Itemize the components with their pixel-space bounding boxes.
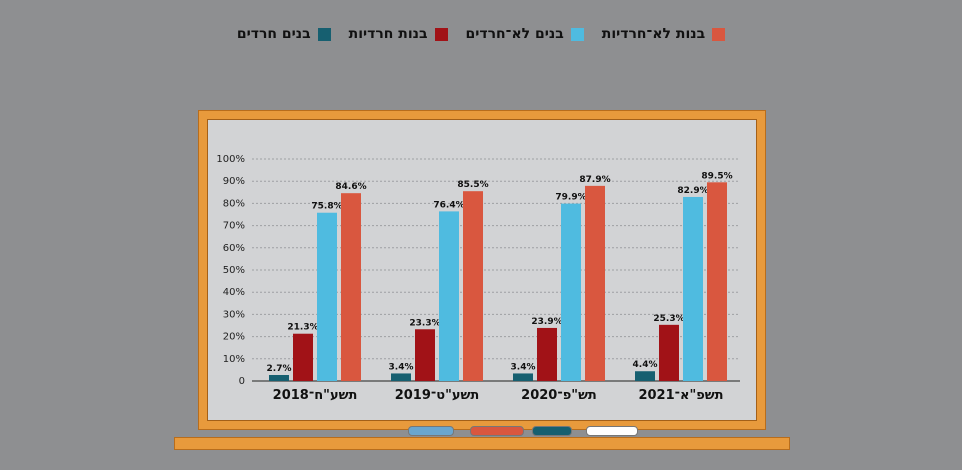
x-tick-label: תשע"ח־2018 bbox=[273, 388, 358, 403]
bar bbox=[391, 373, 411, 381]
data-label: 3.4% bbox=[511, 362, 536, 372]
legend-item-girls-haredi: בנות חרדיות bbox=[349, 26, 448, 42]
bar bbox=[463, 191, 483, 381]
y-tick-label: 40% bbox=[223, 287, 245, 298]
chalk-tray bbox=[174, 437, 790, 450]
bar bbox=[561, 203, 581, 381]
data-label: 21.3% bbox=[287, 323, 318, 333]
data-label: 23.3% bbox=[409, 318, 440, 328]
y-tick-label: 20% bbox=[223, 332, 245, 343]
data-label: 23.9% bbox=[531, 317, 562, 327]
bar bbox=[707, 182, 727, 381]
bar bbox=[659, 324, 679, 381]
marker-teal bbox=[532, 426, 572, 436]
legend-label: בנות לא־חרדיות bbox=[601, 26, 706, 42]
y-tick-label: 100% bbox=[216, 154, 245, 165]
bar bbox=[293, 333, 313, 381]
legend-swatch bbox=[570, 27, 584, 41]
bar bbox=[341, 193, 361, 381]
x-tick-label: תשפ"א־2021 bbox=[638, 388, 723, 403]
marker-blue bbox=[408, 426, 454, 436]
bar bbox=[537, 327, 557, 381]
bar bbox=[683, 196, 703, 381]
data-label: 76.4% bbox=[433, 200, 464, 210]
bar bbox=[415, 329, 435, 381]
data-label: 85.5% bbox=[457, 180, 488, 190]
marker-red bbox=[470, 426, 524, 436]
data-label: 2.7% bbox=[267, 364, 292, 374]
bar bbox=[513, 373, 533, 381]
data-label: 75.8% bbox=[311, 202, 342, 212]
y-tick-label: 30% bbox=[223, 309, 245, 320]
chart-legend: בנות לא־חרדיות בנים לא־חרדים בנות חרדיות… bbox=[0, 22, 962, 46]
bar bbox=[635, 371, 655, 381]
data-label: 84.6% bbox=[335, 182, 366, 192]
data-label: 25.3% bbox=[653, 314, 684, 324]
marker-white bbox=[586, 426, 638, 436]
bar bbox=[585, 185, 605, 381]
data-label: 3.4% bbox=[389, 362, 414, 372]
legend-item-boys-nonharedi: בנים לא־חרדים bbox=[466, 26, 584, 42]
bar bbox=[269, 375, 289, 381]
bar bbox=[317, 212, 337, 381]
data-label: 87.9% bbox=[579, 175, 610, 185]
legend-swatch bbox=[712, 27, 726, 41]
y-tick-label: 0 bbox=[239, 376, 245, 387]
legend-item-boys-haredi: בנים חרדים bbox=[237, 26, 331, 42]
x-tick-label: תשע"ט־2019 bbox=[395, 388, 480, 403]
data-label: 79.9% bbox=[555, 193, 586, 203]
data-label: 4.4% bbox=[633, 360, 658, 370]
legend-item-girls-nonharedi: בנות לא־חרדיות bbox=[601, 26, 726, 42]
y-tick-label: 10% bbox=[223, 354, 245, 365]
y-tick-label: 90% bbox=[223, 176, 245, 187]
legend-swatch bbox=[434, 27, 448, 41]
legend-label: בנים חרדים bbox=[236, 26, 311, 42]
bar bbox=[439, 211, 459, 381]
y-tick-label: 60% bbox=[223, 243, 245, 254]
y-tick-label: 80% bbox=[223, 198, 245, 209]
y-tick-label: 50% bbox=[223, 265, 245, 276]
data-label: 89.5% bbox=[701, 171, 732, 181]
x-tick-label: תש"פ־2020 bbox=[521, 388, 597, 403]
legend-label: בנים לא־חרדים bbox=[465, 26, 564, 42]
data-label: 82.9% bbox=[677, 186, 708, 196]
y-tick-label: 70% bbox=[223, 221, 245, 232]
legend-label: בנות חרדיות bbox=[348, 26, 428, 42]
legend-swatch bbox=[317, 27, 331, 41]
